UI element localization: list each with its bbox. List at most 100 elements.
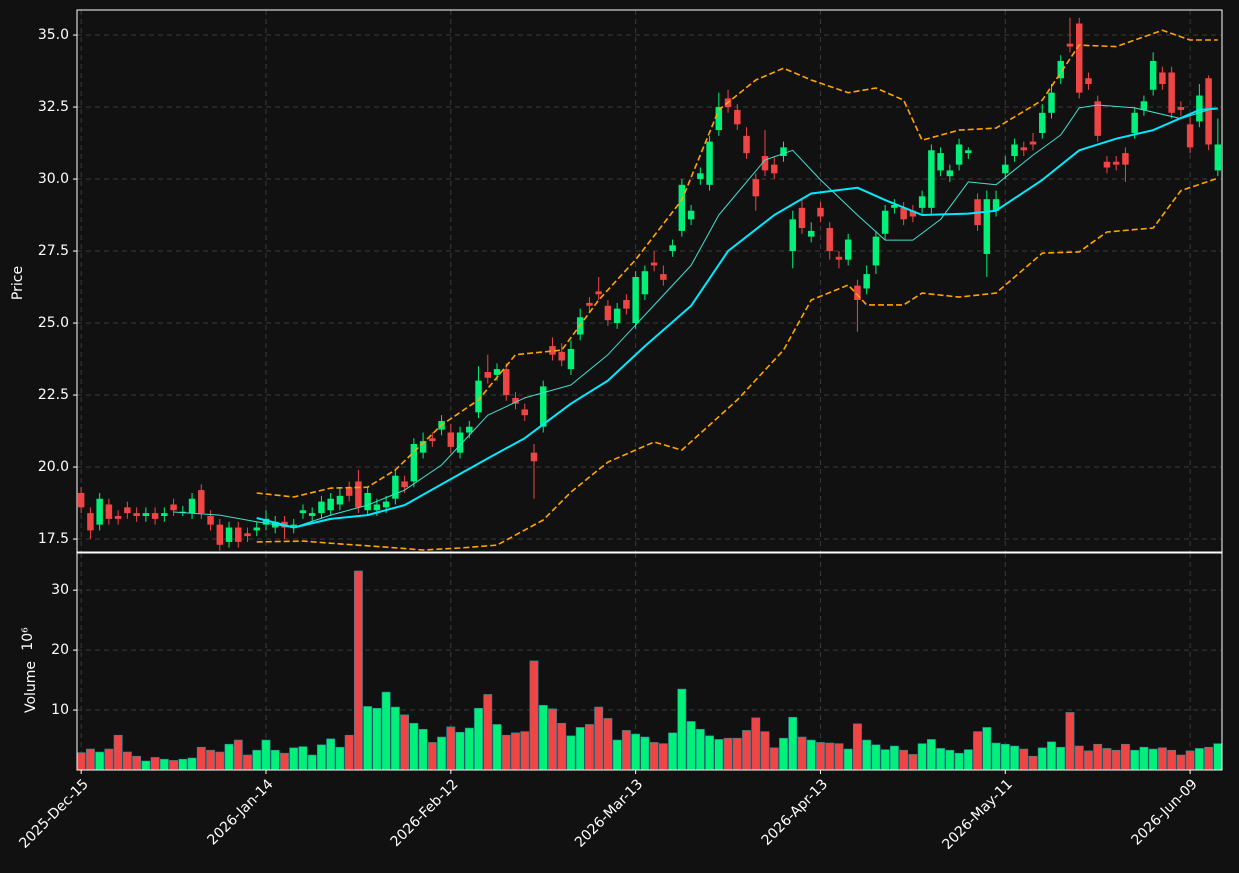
- volume-bar: [853, 723, 862, 771]
- volume-bar: [917, 743, 927, 771]
- volume-bar: [150, 757, 160, 771]
- candle-body: [142, 513, 150, 517]
- volume-bar: [409, 722, 419, 771]
- volume-bar: [427, 742, 437, 771]
- candle-body: [595, 291, 602, 295]
- volume-bar: [1130, 749, 1140, 771]
- volume-bar: [732, 737, 742, 771]
- volume-bar: [353, 570, 363, 771]
- candle-body: [641, 271, 649, 295]
- candle-body: [87, 513, 94, 531]
- volume-bar: [714, 739, 724, 771]
- volume-bar: [464, 727, 474, 771]
- candle-body: [946, 170, 954, 177]
- candle-body: [983, 199, 991, 254]
- volume-bar: [252, 749, 262, 771]
- candle-body: [1039, 112, 1046, 133]
- candle-body: [835, 256, 843, 260]
- volume-bar: [390, 706, 400, 771]
- volume-bar: [335, 746, 345, 771]
- volume-bar: [631, 733, 641, 771]
- candle-body: [124, 507, 131, 514]
- candle-body: [429, 438, 436, 442]
- volume-bar: [548, 708, 557, 771]
- volume-bar: [945, 749, 955, 771]
- candle-body: [613, 308, 621, 324]
- volume-bar: [751, 717, 761, 771]
- volume-bar: [196, 746, 206, 771]
- volume-bar: [270, 749, 280, 771]
- volume-bar: [926, 739, 936, 771]
- candle-body: [401, 481, 408, 488]
- candle-body: [521, 409, 528, 416]
- candle-body: [660, 274, 667, 280]
- volume-bar: [538, 704, 548, 771]
- y-tick-label: 30: [51, 582, 69, 598]
- volume-bar: [825, 742, 835, 771]
- volume-bar: [612, 739, 622, 771]
- y-tick-label: 35.0: [38, 27, 69, 43]
- candle-body: [891, 204, 898, 208]
- volume-bar: [85, 748, 95, 771]
- volume-bar: [400, 714, 410, 771]
- volume-bar: [973, 731, 982, 771]
- volume-bar: [899, 749, 909, 771]
- volume-bar: [834, 743, 844, 771]
- candle-body: [151, 513, 159, 519]
- volume-bar: [723, 737, 733, 771]
- candle-body: [826, 228, 833, 252]
- volume-bar: [1028, 755, 1038, 771]
- volume-bar: [178, 758, 188, 771]
- candle-body: [318, 501, 325, 514]
- candle-body: [96, 498, 103, 525]
- candle-body: [632, 276, 639, 324]
- candle-body: [734, 109, 741, 125]
- volume-bar: [224, 743, 234, 771]
- candle-body: [1103, 161, 1111, 168]
- volume-bar: [104, 748, 114, 771]
- volume-bar: [1213, 743, 1223, 771]
- volume-axis-exponent: 10⁶: [20, 627, 36, 651]
- volume-bar: [1176, 754, 1186, 771]
- volume-bar: [1194, 748, 1204, 771]
- volume-bar: [991, 742, 1001, 771]
- volume-bar: [668, 732, 678, 771]
- volume-bar: [298, 746, 308, 771]
- candle-body: [466, 426, 473, 433]
- candle-body: [1140, 101, 1148, 110]
- y-tick-label: 17.5: [38, 531, 69, 547]
- volume-bar: [1102, 748, 1112, 771]
- volume-bar: [788, 716, 798, 771]
- candle-body: [364, 492, 371, 511]
- volume-bar: [649, 742, 659, 771]
- candle-body: [715, 107, 723, 131]
- volume-bar: [640, 736, 650, 771]
- candle-body: [447, 432, 455, 447]
- candle-body: [1168, 72, 1175, 113]
- volume-bar: [816, 742, 825, 771]
- volume-bar: [372, 707, 382, 771]
- candle-body: [355, 481, 362, 508]
- y-tick-label: 10: [51, 702, 69, 718]
- candle-body: [558, 351, 565, 361]
- candle-body: [1048, 92, 1055, 113]
- candle-body: [798, 207, 806, 229]
- candle-body: [253, 527, 260, 531]
- volume-bar: [797, 736, 807, 771]
- candle-body: [290, 524, 297, 527]
- candle-body: [928, 150, 935, 208]
- candle-body: [188, 498, 196, 514]
- y-tick-label: 22.5: [38, 387, 69, 403]
- candle-body: [1196, 95, 1203, 122]
- volume-bar: [908, 754, 918, 771]
- volume-bar: [113, 734, 123, 771]
- indicator-line: [256, 29, 1218, 498]
- candle-body: [918, 196, 926, 208]
- volume-bar: [705, 735, 714, 771]
- volume-bar: [187, 757, 197, 771]
- candle-body: [456, 432, 464, 453]
- volume-bar: [557, 722, 567, 771]
- candle-body: [752, 179, 760, 197]
- candle-body: [225, 527, 233, 542]
- volume-bar: [686, 721, 696, 771]
